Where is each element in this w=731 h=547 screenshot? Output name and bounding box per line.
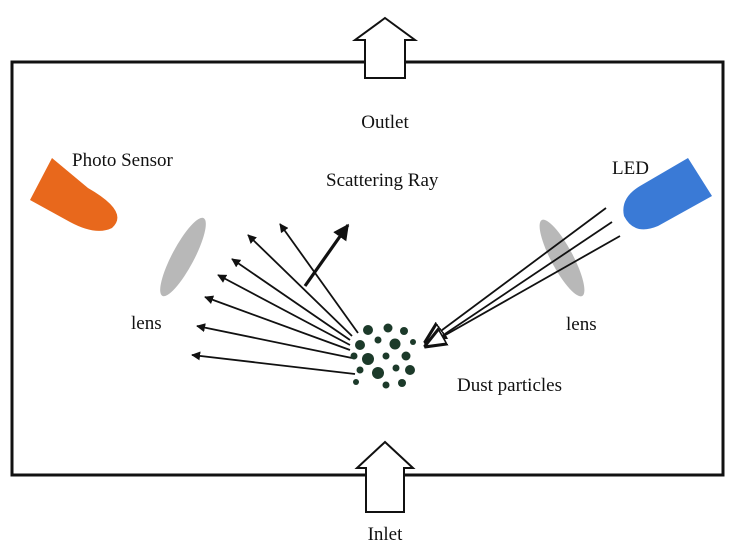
inlet-label: Inlet [368,524,404,545]
dust-particle [402,352,411,361]
dust-particle [398,379,406,387]
dust-particles-cluster [351,324,417,389]
scattered-ray [192,355,355,374]
inlet-arrow [357,442,413,512]
dust-particle [362,353,374,365]
dust-particle [375,337,382,344]
dust-particle [390,339,401,350]
scattering-ray-label: Scattering Ray [326,170,439,191]
dust-particle [353,379,359,385]
dust-particle [355,340,365,350]
scattered-ray [248,235,352,336]
dust-particle [372,367,384,379]
led-label: LED [612,158,649,179]
dust-particle [351,353,358,360]
dust-particle [400,327,408,335]
dust-particles-label: Dust particles [457,375,562,396]
dust-particle [393,365,400,372]
dust-particle [405,365,415,375]
dust-particle [410,339,416,345]
dust-particle [357,367,364,374]
dust-particle [383,353,390,360]
lens-right-label: lens [566,314,597,335]
dust-particle [384,324,393,333]
scattering-ray-pointer [305,225,348,286]
dust-particle [383,382,390,389]
lens-left-icon [153,213,214,301]
lens-left-label: lens [131,313,162,334]
dust-particle [363,325,373,335]
photo-sensor-label: Photo Sensor [72,150,173,171]
outlet-label: Outlet [361,112,409,133]
outlet-arrow [355,18,415,78]
